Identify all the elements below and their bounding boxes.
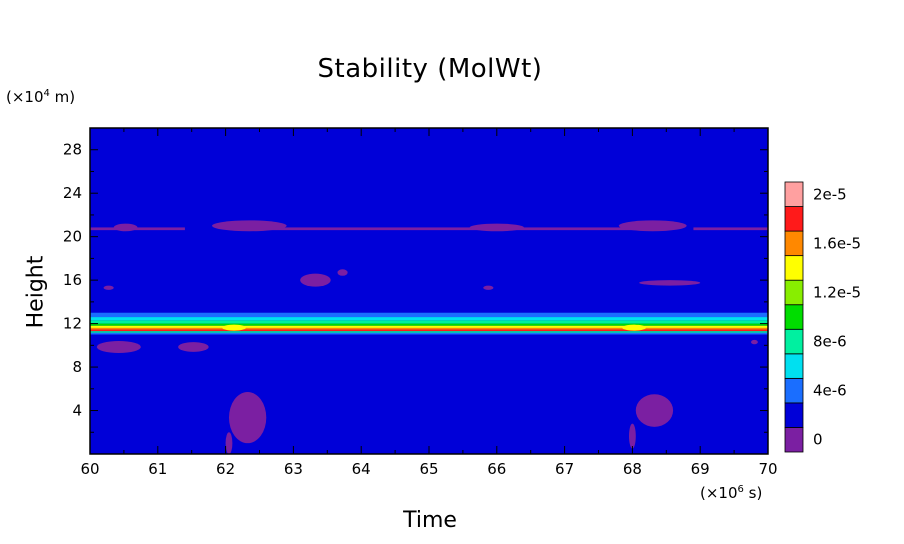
- x-tick-label-69: 69: [691, 460, 710, 478]
- x-tick-label-61: 61: [148, 460, 167, 478]
- x-tick-label-65: 65: [419, 460, 438, 478]
- y-tick-label-16: 16: [63, 271, 82, 289]
- contour-band-0: [90, 312, 768, 318]
- y-tick-label-20: 20: [63, 228, 82, 246]
- colorbar-swatch-0: [784, 427, 804, 453]
- contour-band-7: [90, 331, 768, 333]
- contour-blob-14: [629, 423, 636, 449]
- contour-marks: [90, 220, 768, 454]
- contour-blob-8: [483, 285, 494, 290]
- x-tick-label-63: 63: [284, 460, 303, 478]
- colorbar-swatch-9: [784, 206, 804, 232]
- colorbar: 0 4e-6 8e-6 1.2e-5 1.6e-5 2e-5: [784, 181, 861, 453]
- colorbar-swatch-4: [784, 328, 804, 355]
- y-tick-label-4: 4: [72, 402, 82, 420]
- contour-blob-2: [469, 223, 524, 232]
- contour-band-1: [90, 317, 768, 321]
- contour-band-3: [90, 323, 768, 326]
- x-axis-label: Time: [403, 508, 457, 533]
- y-tick-label-8: 8: [72, 358, 82, 376]
- contour-band-4: [90, 325, 768, 328]
- contour-blob-15: [751, 339, 758, 345]
- colorbar-label-4: 8e-6: [813, 333, 847, 351]
- contour-band-9: [90, 227, 185, 231]
- contour-blob-4: [639, 280, 701, 286]
- colorbar-swatch-5: [784, 304, 804, 330]
- colorbar-swatch-10: [784, 181, 804, 207]
- colorbar-swatch-7: [784, 255, 804, 281]
- y-tick-label-24: 24: [63, 184, 82, 202]
- contour-blob-7: [103, 285, 114, 290]
- contour-band-8: [90, 332, 768, 335]
- contour-blob-11: [228, 392, 267, 444]
- x-tick-label-67: 67: [555, 460, 574, 478]
- contour-band-11: [693, 227, 768, 231]
- contour-blob-1: [212, 220, 287, 232]
- chart-title: Stability (MolWt): [317, 54, 543, 84]
- contour-band-5: [90, 327, 768, 330]
- colorbar-label-6: 1.2e-5: [813, 283, 861, 301]
- x-axis-unit: (×106 s): [700, 484, 763, 502]
- contour-blob-12: [225, 432, 233, 454]
- x-tick-label-64: 64: [352, 460, 371, 478]
- contour-blob-10: [178, 342, 209, 352]
- x-tick-label-68: 68: [623, 460, 642, 478]
- x-tick-label-70: 70: [758, 460, 777, 478]
- x-tick-label-66: 66: [487, 460, 506, 478]
- contour-blob-17: [622, 324, 646, 331]
- colorbar-label-2: 4e-6: [813, 382, 847, 400]
- colorbar-swatch-2: [784, 377, 804, 404]
- contour-blob-3: [618, 220, 687, 232]
- x-axis: 60 61 62 63 64 65 66 67 68 69 70: [80, 128, 778, 478]
- contour-blob-5: [300, 273, 331, 287]
- contour-band-6: [90, 329, 768, 332]
- y-axis-unit: (×104 m): [6, 88, 76, 106]
- colorbar-swatch-3: [784, 353, 804, 379]
- colorbar-label-0: 0: [813, 431, 823, 449]
- y-axis: 4 8 12 16 20 24 28: [63, 141, 768, 433]
- x-tick-label-60: 60: [80, 460, 99, 478]
- y-tick-label-12: 12: [63, 315, 82, 333]
- x-tick-label-62: 62: [216, 460, 235, 478]
- contour-band-10: [259, 227, 660, 231]
- contour-blob-9: [96, 340, 141, 353]
- colorbar-swatch-6: [784, 279, 804, 306]
- contour-band-2: [90, 320, 768, 324]
- colorbar-label-8: 1.6e-5: [813, 234, 861, 252]
- colorbar-label-10: 2e-5: [813, 185, 847, 203]
- y-axis-label: Height: [23, 255, 49, 329]
- contour-blob-13: [635, 394, 674, 427]
- y-tick-label-28: 28: [63, 141, 82, 159]
- contour-blob-0: [113, 223, 138, 232]
- colorbar-swatch-8: [784, 230, 804, 257]
- colorbar-swatch-1: [784, 402, 804, 428]
- contour-blob-6: [337, 269, 348, 276]
- contour-blob-16: [222, 324, 246, 331]
